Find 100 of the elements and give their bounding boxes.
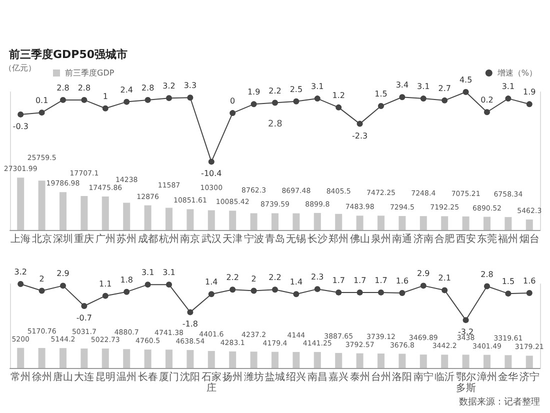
data-label: 2 — [39, 274, 44, 284]
x-tick-label: 鄂尔多斯 — [456, 371, 476, 394]
bar — [166, 350, 172, 368]
x-tick-label: 南通 — [392, 233, 412, 245]
x-tick-label: 长沙 — [307, 233, 328, 245]
bar — [504, 217, 512, 230]
point — [60, 96, 66, 103]
point — [38, 110, 45, 116]
bar — [462, 354, 470, 368]
x-tick-label: 长春 — [138, 371, 158, 383]
point — [144, 96, 151, 103]
point — [484, 283, 490, 290]
point — [378, 289, 384, 296]
data-label: 2.9 — [417, 269, 430, 278]
x-tick-label: 潍坊 — [244, 371, 264, 383]
point — [187, 94, 194, 101]
x-tick-label: 唐山 — [53, 371, 73, 383]
point — [442, 287, 448, 294]
data-label: -0.7 — [76, 313, 92, 322]
legend-label: 前三季度GDP — [65, 68, 114, 78]
point — [102, 292, 108, 299]
bar — [186, 209, 194, 230]
point — [462, 89, 469, 95]
x-tick-label: 青岛 — [265, 233, 285, 245]
x-tick-label: 嘉兴 — [328, 371, 349, 383]
x-tick-label: 郑州 — [328, 233, 349, 245]
source-note: 数据来源：记者整理 — [459, 396, 540, 408]
x-tick-label: 台州 — [371, 371, 391, 383]
point — [144, 282, 151, 288]
data-label: 1.7 — [353, 276, 366, 285]
data-label: 2.9 — [56, 269, 70, 278]
x-tick-label: 南昌 — [307, 371, 328, 383]
x-tick-label: 西安 — [456, 233, 476, 245]
point — [102, 105, 108, 112]
bar — [335, 352, 342, 368]
bar — [186, 350, 194, 368]
x-tick-label: 上海 — [10, 233, 31, 245]
bar — [462, 216, 470, 230]
x-tick-label: 合肥 — [434, 233, 455, 245]
point — [166, 95, 172, 102]
data-label: 3.1 — [141, 268, 154, 278]
annotation: 2.8 — [268, 120, 283, 130]
bar — [208, 350, 215, 368]
x-tick-label: 济南 — [413, 233, 434, 245]
bar — [208, 210, 215, 230]
data-label: 1.5 — [374, 90, 388, 99]
bar — [292, 352, 300, 368]
x-tick-label: 厦门 — [159, 371, 179, 383]
data-label: 3.2 — [162, 82, 176, 91]
chart-title: 前三季度GDP50强城市 — [8, 48, 128, 61]
x-tick-label: 沈阳 — [180, 371, 200, 383]
point — [81, 302, 88, 309]
x-tick-label: 泰州 — [350, 371, 370, 383]
data-label: 3.1 — [417, 82, 430, 92]
bar — [335, 214, 342, 230]
bar — [123, 202, 130, 230]
data-label: 1.4 — [205, 278, 218, 287]
x-tick-label: 武汉 — [201, 233, 222, 245]
data-label: 2.4 — [120, 85, 133, 94]
data-label: -10.4 — [201, 169, 222, 178]
y-axis-title: （亿元） — [4, 64, 36, 72]
point — [462, 317, 469, 324]
x-tick-label: 盐城 — [265, 371, 285, 383]
data-label: 3.4 — [396, 80, 409, 90]
bar — [484, 354, 490, 368]
bar — [441, 354, 448, 368]
point — [526, 290, 532, 296]
data-label: 2 — [251, 274, 256, 284]
bar — [229, 351, 236, 368]
x-tick-label: 北京 — [32, 233, 52, 245]
data-label: 2.2 — [226, 273, 239, 282]
point — [336, 289, 342, 296]
bar — [80, 348, 88, 368]
bar — [80, 196, 88, 230]
bar — [314, 212, 321, 230]
bar — [526, 356, 533, 368]
x-tick-label: 大连 — [74, 371, 94, 383]
point — [505, 96, 512, 102]
data-label: 1.7 — [374, 276, 388, 285]
point — [60, 282, 66, 289]
bar — [144, 205, 152, 230]
bar — [441, 216, 448, 230]
point — [420, 96, 426, 102]
point — [442, 97, 448, 104]
x-tick-label: 温州 — [116, 371, 137, 383]
point — [18, 281, 24, 287]
data-label: 2.8 — [480, 270, 494, 279]
data-label: 2.5 — [290, 84, 303, 94]
data-label: 1.9 — [523, 88, 536, 97]
data-label: 4.5 — [459, 76, 472, 84]
point — [293, 98, 300, 104]
data-label: 1.9 — [247, 88, 260, 97]
point — [505, 290, 512, 297]
x-tick-label: 无锡 — [286, 234, 306, 245]
data-label: 3.1 — [311, 82, 324, 92]
point — [356, 120, 363, 127]
data-label: 0.1 — [35, 96, 48, 106]
data-label: 0.2 — [480, 96, 494, 105]
x-tick-label: 烟台 — [519, 233, 540, 245]
data-label: 2.2 — [268, 86, 282, 96]
